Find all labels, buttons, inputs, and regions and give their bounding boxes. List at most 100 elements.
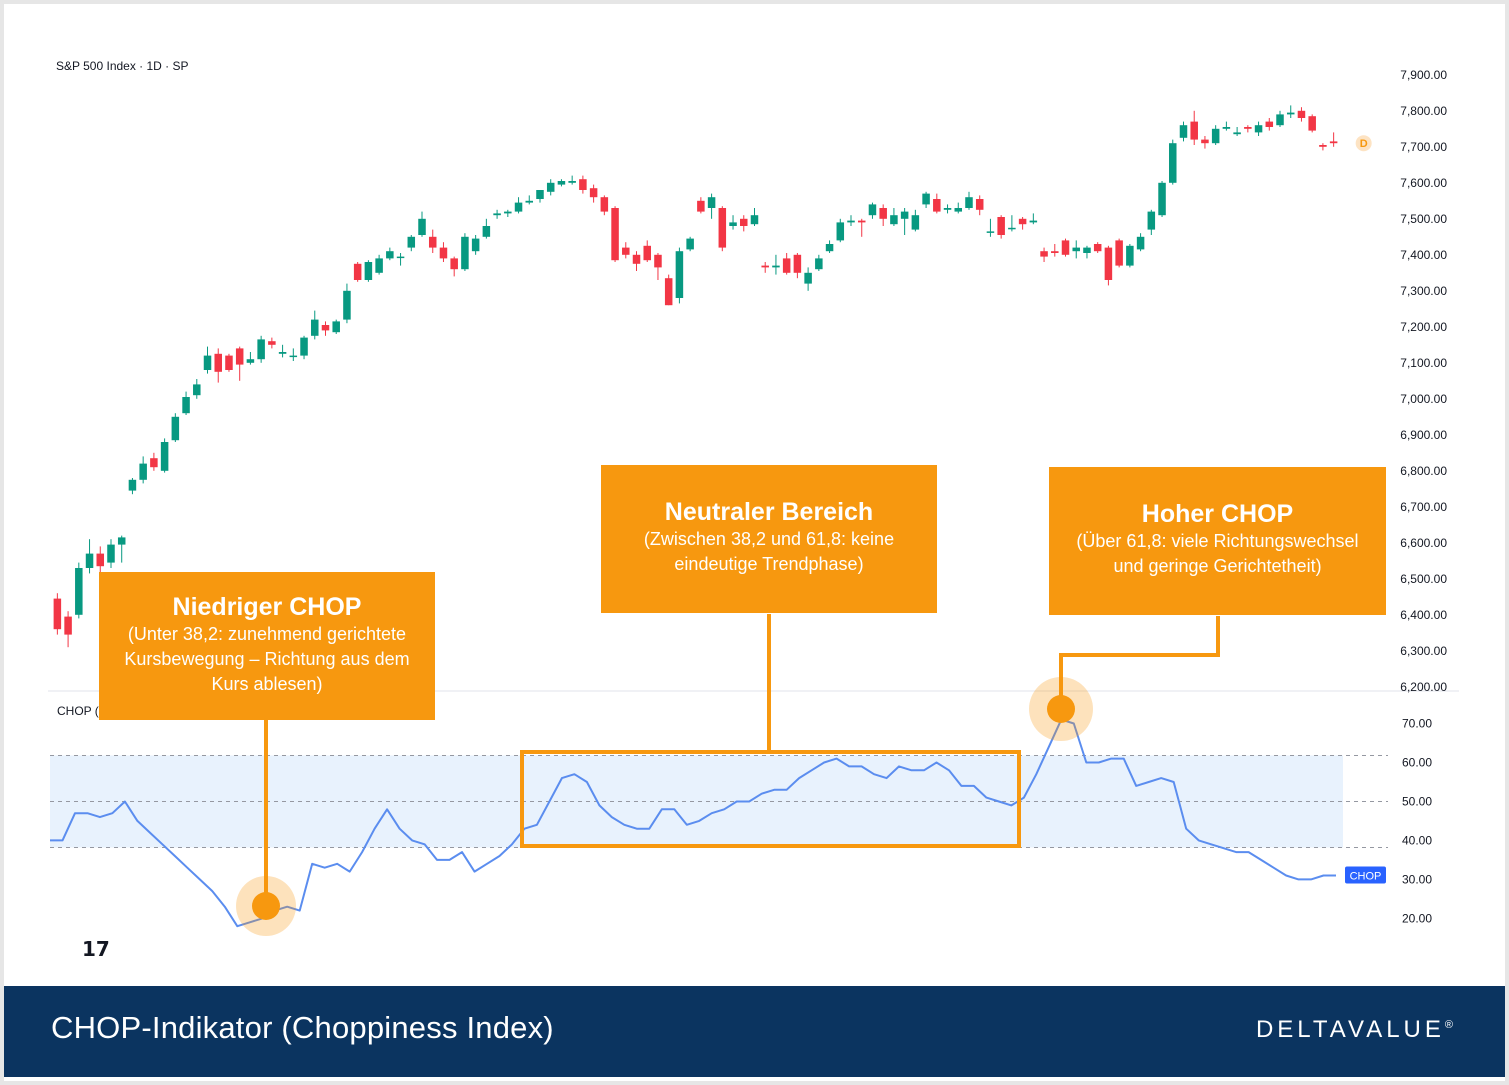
- candle: [1222, 121, 1231, 131]
- candle-body: [257, 339, 265, 360]
- candle-body: [643, 245, 651, 261]
- candle-body: [622, 247, 630, 255]
- candle: [847, 215, 855, 226]
- candle-body: [793, 254, 802, 273]
- candle: [707, 193, 716, 219]
- candle-body: [1190, 121, 1198, 140]
- brand-logo: DELTAVALUE®: [1256, 1016, 1453, 1044]
- candle-body: [1319, 145, 1327, 147]
- candle-body: [364, 262, 373, 280]
- candle-body: [546, 182, 555, 192]
- candle-body: [150, 458, 158, 468]
- candle: [1286, 105, 1295, 118]
- candle: [1329, 132, 1338, 147]
- price-axis-tick: 6,200.00: [1400, 680, 1447, 694]
- candle-body: [343, 290, 351, 320]
- candle: [1136, 233, 1145, 252]
- candle: [632, 251, 641, 271]
- candle: [761, 262, 769, 273]
- candle-body: [632, 254, 641, 264]
- candle-body: [407, 236, 416, 248]
- candle: [246, 352, 255, 365]
- candle: [857, 218, 866, 237]
- candle: [675, 247, 684, 304]
- candle: [525, 195, 534, 205]
- candle-body: [1276, 114, 1284, 126]
- price-axis-tick: 6,300.00: [1400, 644, 1447, 658]
- candle-body: [482, 226, 491, 237]
- candle: [975, 195, 984, 216]
- candle-body: [75, 568, 83, 615]
- candle: [804, 267, 812, 291]
- candle-body: [772, 265, 780, 268]
- callout-neutral-title: Neutraler Bereich: [664, 498, 874, 526]
- candle-body: [450, 258, 458, 270]
- candle-body: [396, 256, 405, 259]
- candle: [1244, 125, 1252, 133]
- candle: [664, 274, 673, 306]
- candle: [1029, 213, 1038, 225]
- candle-body: [654, 254, 662, 268]
- price-axis-tick: 7,900.00: [1400, 68, 1447, 82]
- candle-body: [321, 325, 330, 331]
- candle-body: [182, 397, 190, 414]
- candle: [53, 593, 62, 635]
- candle-body: [697, 200, 705, 212]
- candle-body: [418, 218, 426, 235]
- candle: [418, 211, 426, 237]
- candle: [815, 254, 823, 271]
- candle-body: [268, 341, 276, 345]
- brand-name: DELTAVALUE: [1255, 1016, 1445, 1043]
- candle-body: [750, 215, 759, 225]
- candle-body: [525, 200, 534, 203]
- candle-body: [933, 199, 941, 212]
- candle-body: [53, 598, 62, 630]
- candle: [589, 184, 598, 203]
- candle: [386, 247, 394, 261]
- high-marker-dot: [1047, 695, 1075, 723]
- candle-body: [246, 359, 255, 363]
- candle: [107, 539, 115, 568]
- candle: [697, 197, 705, 214]
- candle: [139, 456, 147, 484]
- chop-axis-tick: 20.00: [1402, 911, 1432, 925]
- callout-low-chop: Niedriger CHOP (Unter 38,2: zunehmend ge…: [99, 572, 435, 720]
- candle: [1297, 107, 1306, 122]
- candle: [611, 206, 619, 262]
- candle-body: [96, 553, 105, 567]
- candle: [182, 391, 190, 415]
- candle: [193, 379, 201, 399]
- candle: [911, 209, 920, 232]
- symbol-label: S&P 500 Index · 1D · SP: [56, 59, 189, 73]
- candle: [1018, 217, 1027, 230]
- candle-body: [975, 199, 984, 210]
- candle: [64, 611, 72, 648]
- candle-body: [911, 215, 920, 230]
- candle: [729, 215, 737, 230]
- chop-axis-tick: 40.00: [1402, 833, 1432, 847]
- candle-body: [386, 251, 394, 259]
- candle-body: [879, 208, 887, 219]
- price-axis-tick: 7,000.00: [1400, 392, 1447, 406]
- candle: [1158, 181, 1166, 217]
- candle: [396, 253, 405, 266]
- candle-body: [311, 319, 319, 336]
- candle: [1061, 238, 1070, 257]
- chop-axis-tick: 50.00: [1402, 794, 1432, 808]
- candle-body: [536, 190, 544, 199]
- chart-canvas: 7,900.00 7,800.00 7,700.00 7,600.00 7,500.00…: [48, 68, 1459, 936]
- candle: [268, 337, 276, 349]
- candle: [900, 208, 909, 235]
- candle-body: [160, 442, 169, 471]
- chop-axis-tick: 70.00: [1402, 716, 1432, 730]
- candle-body: [729, 222, 737, 226]
- candle-body: [954, 208, 963, 212]
- candle: [128, 478, 137, 495]
- candle: [1147, 209, 1156, 235]
- candle: [75, 562, 83, 619]
- candle-body: [900, 211, 909, 219]
- candle-body: [117, 537, 126, 545]
- price-axis-tick: 7,200.00: [1400, 320, 1447, 334]
- chop-indicator-label: CHOP (: [57, 704, 99, 718]
- candle: [203, 346, 212, 374]
